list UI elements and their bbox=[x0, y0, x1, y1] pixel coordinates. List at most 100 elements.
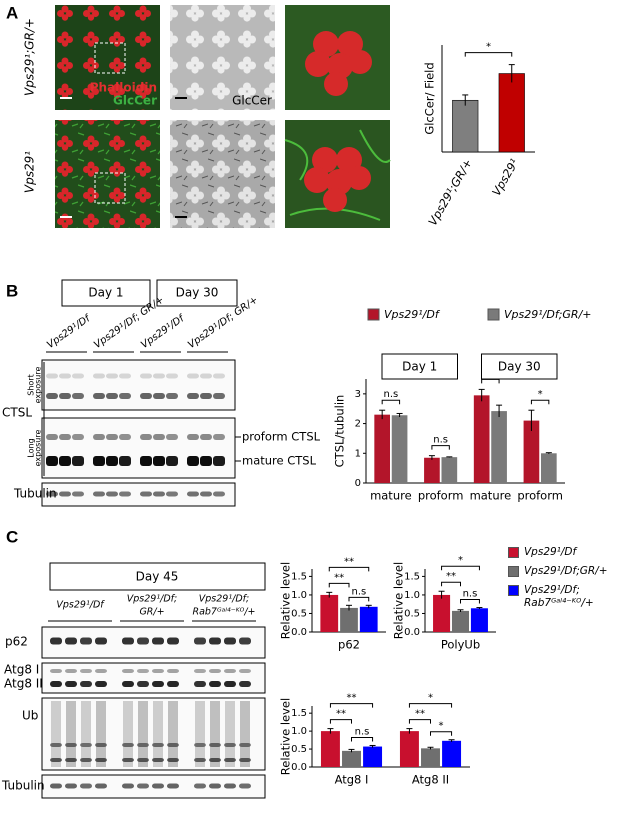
bar bbox=[342, 750, 361, 767]
band bbox=[50, 637, 62, 645]
band bbox=[122, 783, 134, 789]
blot-label: Ub bbox=[22, 709, 38, 723]
lane-label: GR/+ bbox=[139, 607, 164, 618]
band bbox=[46, 491, 58, 497]
bar bbox=[442, 740, 462, 767]
band bbox=[80, 637, 92, 645]
band bbox=[137, 783, 149, 789]
legend-swatch bbox=[508, 566, 519, 577]
legend-label: Vps29¹/Df bbox=[524, 546, 577, 558]
exposure-label: Short bbox=[27, 374, 36, 395]
sig-label: n.s bbox=[433, 435, 448, 446]
band bbox=[209, 743, 221, 747]
band bbox=[80, 681, 92, 687]
band bbox=[95, 743, 107, 747]
band bbox=[140, 491, 152, 497]
sig-bracket bbox=[430, 731, 453, 736]
bar bbox=[340, 607, 358, 632]
sig-label: * bbox=[458, 555, 463, 566]
band bbox=[95, 783, 107, 789]
band bbox=[239, 758, 251, 762]
sig-label: n.s bbox=[351, 586, 366, 597]
sig-label: * bbox=[428, 693, 433, 704]
x-tick-label: proform bbox=[418, 489, 464, 503]
band bbox=[194, 743, 206, 747]
band bbox=[95, 669, 107, 673]
stain-label: Phalloidin bbox=[90, 81, 157, 95]
band bbox=[93, 434, 105, 440]
blot-smear bbox=[240, 701, 250, 767]
bar bbox=[491, 411, 507, 483]
sig-label: * bbox=[486, 42, 491, 53]
legend: Vps29¹/Df Vps29¹/Df;GR/+ Vps29¹/Df; Rab7ᴳᵃ… bbox=[508, 546, 616, 616]
band bbox=[137, 681, 149, 687]
band bbox=[65, 669, 77, 673]
sig-label: ** bbox=[344, 556, 354, 567]
band bbox=[93, 393, 105, 399]
blot bbox=[41, 662, 266, 694]
band bbox=[167, 681, 179, 687]
bar bbox=[391, 415, 408, 483]
band bbox=[200, 434, 212, 440]
blot-smear bbox=[210, 701, 220, 767]
x-tick-label: mature bbox=[470, 489, 512, 503]
day-box bbox=[61, 279, 151, 307]
band bbox=[194, 758, 206, 762]
band bbox=[106, 491, 118, 497]
band bbox=[224, 637, 236, 645]
y-tick-label: 0.0 bbox=[404, 627, 420, 638]
band bbox=[167, 758, 179, 762]
band bbox=[59, 393, 71, 399]
band bbox=[95, 758, 107, 762]
band bbox=[59, 456, 71, 466]
bar bbox=[424, 457, 440, 483]
legend-swatch bbox=[367, 308, 380, 321]
band bbox=[167, 743, 179, 747]
sig-label: ** bbox=[334, 572, 344, 583]
row-label: Vps29¹ bbox=[23, 151, 37, 193]
band bbox=[140, 393, 152, 399]
y-tick-label: 0.0 bbox=[291, 627, 307, 638]
band bbox=[50, 669, 62, 673]
day-label: Day 45 bbox=[136, 570, 179, 584]
sig-bracket bbox=[408, 703, 453, 708]
band bbox=[166, 456, 178, 466]
sig-label: ** bbox=[347, 693, 357, 704]
band bbox=[106, 434, 118, 440]
blot-smear bbox=[153, 701, 163, 767]
bar bbox=[451, 610, 470, 632]
band bbox=[152, 637, 164, 645]
sig-label: ** bbox=[415, 709, 425, 720]
legend-label: Vps29¹/Df bbox=[384, 308, 441, 321]
band bbox=[122, 669, 134, 673]
band bbox=[119, 393, 131, 399]
band bbox=[137, 758, 149, 762]
band bbox=[72, 491, 84, 497]
panel-label: B bbox=[6, 281, 18, 300]
band bbox=[72, 373, 84, 379]
band bbox=[80, 783, 92, 789]
row-label: Vps29¹;GR/+ bbox=[23, 18, 37, 96]
band bbox=[65, 758, 77, 762]
band bbox=[209, 783, 221, 789]
band bbox=[224, 681, 236, 687]
band bbox=[122, 743, 134, 747]
lane-label: Vps29¹/Df bbox=[139, 313, 187, 351]
band bbox=[122, 681, 134, 687]
band bbox=[80, 669, 92, 673]
band bbox=[119, 456, 131, 466]
band bbox=[46, 373, 58, 379]
band bbox=[65, 783, 77, 789]
blot-smear bbox=[195, 701, 205, 767]
stain-label: GlcCer bbox=[113, 94, 157, 108]
band bbox=[93, 491, 105, 497]
band bbox=[194, 681, 206, 687]
band bbox=[122, 758, 134, 762]
sig-bracket bbox=[441, 581, 461, 587]
bar bbox=[421, 748, 440, 767]
blot-label: Atg8 II bbox=[4, 677, 43, 691]
x-tick-label: Atg8 I bbox=[335, 773, 369, 787]
bar bbox=[433, 594, 451, 632]
band bbox=[209, 681, 221, 687]
band bbox=[167, 637, 179, 645]
